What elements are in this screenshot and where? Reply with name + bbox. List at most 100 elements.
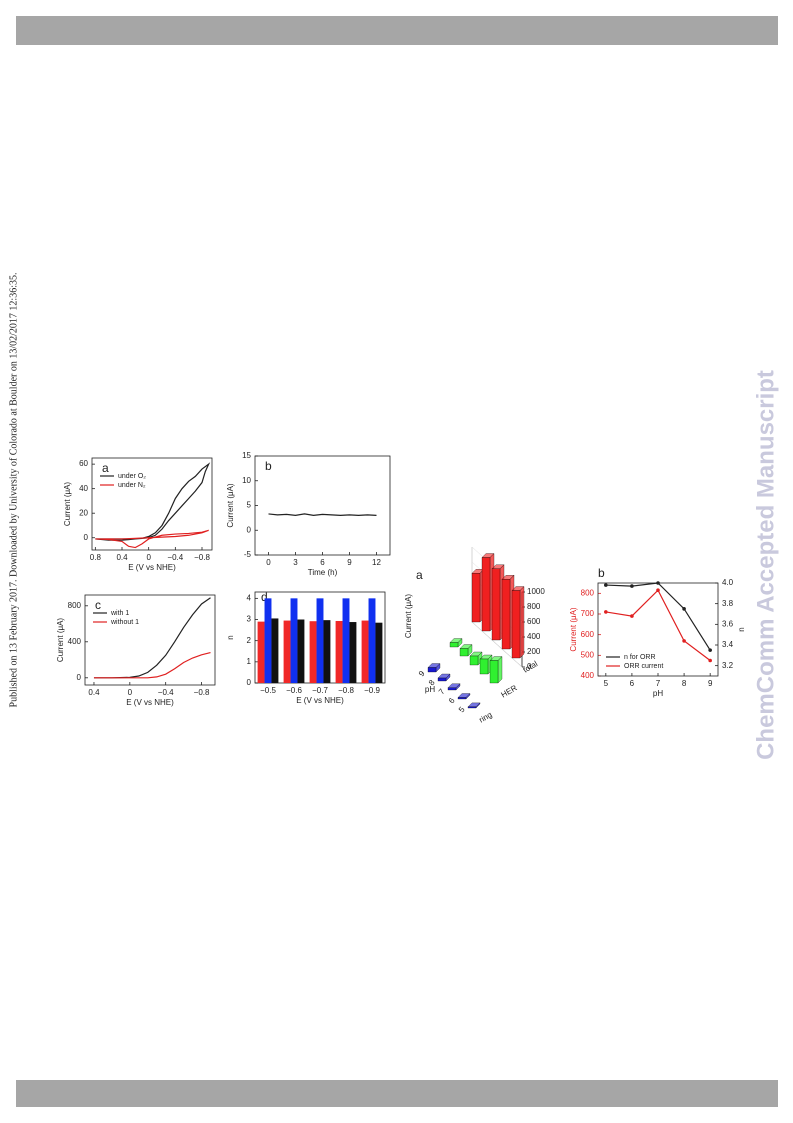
y2-tick-label: 3.8 — [722, 599, 734, 608]
y-tick-label: 3 — [247, 615, 252, 624]
legend-label: with 1 — [110, 610, 129, 617]
bar — [361, 620, 369, 683]
panel-letter: a — [102, 461, 109, 475]
y-axis-label: Current (μA) — [226, 483, 235, 528]
x-tick-label: 0.4 — [88, 688, 100, 697]
data-point — [656, 581, 660, 585]
x-axis-label: pH — [425, 685, 435, 694]
bar — [491, 568, 501, 641]
bar — [316, 598, 324, 683]
legend-label: n for ORR — [624, 654, 656, 661]
bar — [427, 667, 437, 673]
bar — [264, 598, 272, 683]
x-tick-label: 3 — [293, 558, 298, 567]
z-tick-label: 600 — [527, 617, 541, 626]
z-tick-label: 400 — [527, 632, 541, 641]
data-line — [95, 462, 211, 541]
plot-frame — [254, 455, 391, 556]
x-tick-label: −0.5 — [260, 686, 276, 695]
x-tick-label: 0 — [266, 558, 271, 567]
bar-top — [467, 702, 481, 708]
y-tick-label: 800 — [68, 601, 82, 610]
y-tick-label: 1 — [247, 657, 252, 666]
x-tick-label: −0.4 — [158, 688, 174, 697]
plot-frame — [84, 594, 216, 686]
y-tick-label: 4 — [247, 593, 252, 602]
bar — [469, 655, 479, 666]
header-bar — [16, 16, 778, 45]
x-tick-label: 9 — [347, 558, 352, 567]
y-tick-label: 0 — [247, 525, 252, 534]
bar — [257, 621, 265, 683]
x-tick-label: −0.8 — [194, 553, 210, 562]
y2-tick-label: 4.0 — [722, 578, 734, 587]
row-label: HER — [500, 683, 519, 699]
plot-frame — [91, 457, 213, 551]
x-axis-label: E (V vs NHE) — [296, 696, 344, 705]
data-point — [656, 588, 660, 593]
y-tick-label: 400 — [581, 671, 595, 680]
bar — [283, 620, 291, 683]
x-tick-label: 5 — [604, 679, 609, 688]
legend-label: without 1 — [110, 619, 139, 626]
x-tick-label: 6 — [320, 558, 325, 567]
y2-tick-label: 3.2 — [722, 661, 734, 670]
y-axis-label: Current (μA) — [569, 607, 578, 652]
data-line — [268, 513, 377, 517]
x-tick-label: 6 — [447, 696, 457, 706]
bar — [290, 598, 298, 683]
x-tick-label: 9 — [708, 679, 713, 688]
y-tick-label: 0 — [247, 678, 252, 687]
bar — [309, 621, 317, 683]
data-point — [604, 583, 608, 587]
bar — [511, 590, 521, 659]
side-note: Published on 13 February 2017. Downloade… — [8, 273, 19, 708]
bar — [481, 557, 491, 632]
y-tick-label: 60 — [79, 459, 88, 468]
bar — [271, 618, 279, 683]
x-tick-label: −0.8 — [194, 688, 210, 697]
x-axis-label: Time (h) — [308, 568, 338, 577]
y-tick-label: 800 — [581, 588, 595, 597]
bar — [489, 660, 499, 684]
x-tick-label: 7 — [437, 687, 447, 697]
y-tick-label: 2 — [247, 636, 252, 645]
x-tick-label: 5 — [457, 705, 467, 715]
x-axis-label: E (V vs NHE) — [128, 563, 176, 572]
x-tick-label: 12 — [372, 558, 381, 567]
x-axis-label: E (V vs NHE) — [126, 698, 174, 707]
panel-letter: b — [598, 566, 605, 580]
x-tick-label: 0 — [128, 688, 133, 697]
footer-bar — [16, 1080, 778, 1107]
bar — [501, 579, 511, 650]
data-point — [604, 610, 608, 614]
data-point — [708, 658, 712, 663]
bar — [467, 706, 477, 709]
bar — [449, 642, 459, 648]
data-line — [93, 652, 211, 679]
z-tick-label: 800 — [527, 602, 541, 611]
y-tick-label: 700 — [581, 609, 595, 618]
x-tick-label: −0.6 — [286, 686, 302, 695]
bar-side — [497, 656, 503, 684]
x-tick-label: −0.4 — [167, 553, 183, 562]
y-tick-label: 5 — [247, 501, 252, 510]
x-tick-label: −0.8 — [338, 686, 354, 695]
data-point — [630, 584, 634, 588]
x-tick-label: 6 — [630, 679, 635, 688]
y-tick-label: 400 — [68, 637, 82, 646]
bar — [342, 598, 350, 683]
z-axis-label: Current (μA) — [404, 594, 413, 639]
y-tick-label: 0 — [77, 673, 82, 682]
panel-letter: b — [265, 459, 272, 473]
x-tick-label: 0.4 — [116, 553, 128, 562]
panel-letter: d — [261, 590, 268, 604]
bar — [471, 573, 481, 623]
y-tick-label: 600 — [581, 630, 595, 639]
watermark: ChemComm Accepted Manuscript — [752, 370, 779, 760]
z-tick-label: 1000 — [527, 587, 545, 596]
x-tick-label: 7 — [656, 679, 661, 688]
row-label: total — [522, 659, 540, 674]
bar — [459, 648, 469, 657]
